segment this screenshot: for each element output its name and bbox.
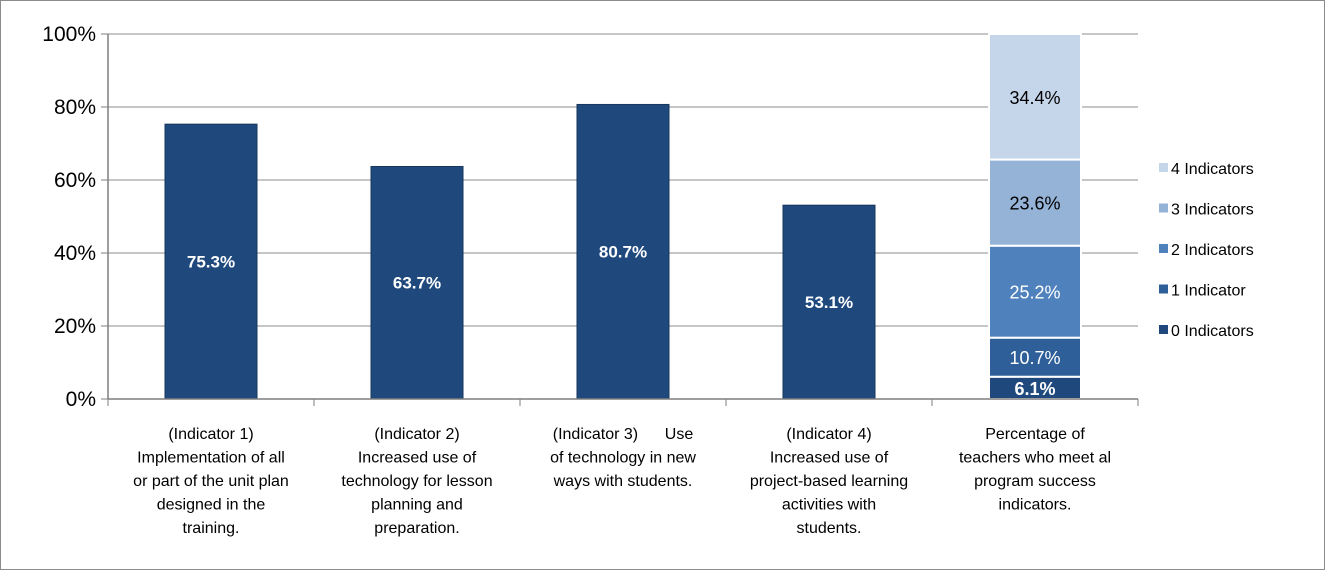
legend-swatch xyxy=(1159,284,1168,294)
y-tick-label: 100% xyxy=(42,23,96,46)
legend-label: 4 Indicators xyxy=(1171,161,1254,178)
legend-label: 3 Indicators xyxy=(1171,202,1254,219)
legend-item: 4 Indicators xyxy=(1159,161,1254,178)
stacked-segment-1 xyxy=(988,336,1082,378)
legend-swatch xyxy=(1159,203,1168,213)
category-label-line: of technology in new xyxy=(550,450,696,467)
legend-swatch xyxy=(1159,325,1168,334)
category-label-line: Increased use of xyxy=(770,450,889,467)
category-label-line: Percentage of xyxy=(985,426,1085,443)
category-label-line: activities with xyxy=(782,497,876,514)
category-label-line: project-based learning xyxy=(750,473,908,490)
y-tick-label: 40% xyxy=(54,242,96,265)
y-tick-label: 0% xyxy=(66,388,96,411)
bar-indicator-4 xyxy=(782,204,876,400)
legend: 4 Indicators 3 Indicators 2 Indicators 1 In… xyxy=(1159,161,1254,340)
category-label-line: (Indicator 3) Use xyxy=(553,426,694,443)
bar-indicator-3 xyxy=(576,103,670,400)
category-label-line: (Indicator 1) xyxy=(168,426,253,443)
stacked-segment-label: 6.1% xyxy=(1014,379,1055,399)
category-label-line: indicators. xyxy=(999,497,1072,514)
bar-value-label: 53.1% xyxy=(805,293,853,312)
y-tick-label: 20% xyxy=(54,315,96,338)
category-label-line: ways with students. xyxy=(553,473,693,490)
legend-item: 0 Indicators xyxy=(1159,323,1254,340)
legend-label: 1 Indicator xyxy=(1171,283,1246,300)
category-label-4: (Indicator 4) Increased use of project-bas… xyxy=(750,426,908,537)
category-label-line: training. xyxy=(183,520,240,537)
legend-item: 3 Indicators xyxy=(1159,202,1254,219)
legend-swatch xyxy=(1159,163,1168,172)
axes: 0% 20% 40% 60% 80% 100% (Indicator 1) Implement… xyxy=(42,23,1139,537)
category-label-line: planning and xyxy=(371,497,463,514)
category-label-line: preparation. xyxy=(374,520,459,537)
bar-value-label: 63.7% xyxy=(393,274,441,293)
legend-item: 2 Indicators xyxy=(1159,242,1254,259)
category-label-1: (Indicator 1) Implementation of all or par… xyxy=(133,426,289,537)
category-label-line: designed in the xyxy=(157,497,266,514)
bars: 75.3% 63.7% 80.7% 53.1% 6.1% 10.7% 25.2% 23.6% 3… xyxy=(164,33,1082,400)
stacked-segment-4 xyxy=(988,33,1082,161)
category-label-line: (Indicator 2) xyxy=(374,426,459,443)
legend-label: 2 Indicators xyxy=(1171,242,1254,259)
bar-indicator-1 xyxy=(164,123,258,400)
y-tick-label: 60% xyxy=(54,169,96,192)
category-label-5: Percentage of teachers who meet al program… xyxy=(959,426,1111,514)
category-label-line: or part of the unit plan xyxy=(133,473,289,490)
bar-value-label: 80.7% xyxy=(599,243,647,262)
category-label-2: (Indicator 2) Increased use of technology … xyxy=(341,426,492,537)
category-label-line: program success xyxy=(974,473,1096,490)
bar-value-label: 75.3% xyxy=(187,253,235,272)
category-label-line: students. xyxy=(797,520,862,537)
stacked-segment-label: 25.2% xyxy=(1009,283,1060,303)
category-label-3: (Indicator 3) Use of technology in new way… xyxy=(550,426,696,490)
legend-swatch xyxy=(1159,244,1168,253)
stacked-segment-label: 23.6% xyxy=(1009,194,1060,214)
stacked-segment-label: 34.4% xyxy=(1009,88,1060,108)
y-tick-label: 80% xyxy=(54,96,96,119)
legend-label: 0 Indicators xyxy=(1171,323,1254,340)
legend-item: 1 Indicator xyxy=(1159,283,1246,300)
category-label-line: Implementation of all xyxy=(137,450,285,467)
stacked-segment-label: 10.7% xyxy=(1009,348,1060,368)
category-label-line: teachers who meet al xyxy=(959,450,1111,467)
category-label-line: (Indicator 4) xyxy=(786,426,871,443)
category-label-line: technology for lesson xyxy=(341,473,492,490)
category-label-line: Increased use of xyxy=(358,450,477,467)
